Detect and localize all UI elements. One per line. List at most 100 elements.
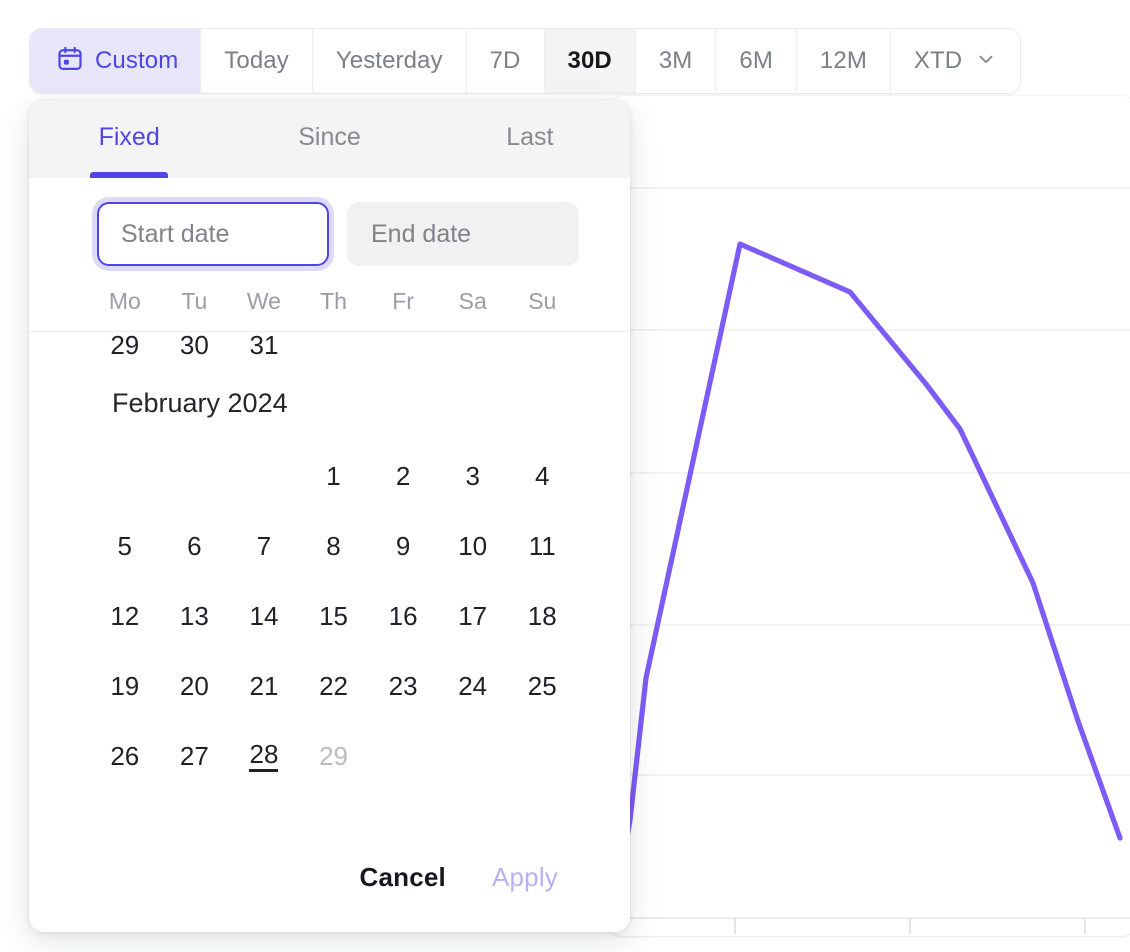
range-button-6m[interactable]: 6M (716, 29, 797, 93)
range-button-12m[interactable]: 12M (796, 29, 891, 93)
tab-label: Since (298, 123, 361, 151)
day-number: 7 (256, 531, 272, 561)
day-cell[interactable]: 19 (90, 651, 160, 721)
day-cell[interactable]: 31 (229, 332, 299, 358)
day-number: 2 (395, 461, 411, 491)
range-button-label: 12M (819, 47, 867, 74)
day-number: 27 (179, 741, 209, 771)
week-row: 19 20 21 22 23 24 25 (90, 651, 577, 721)
day-cell-empty (90, 441, 160, 511)
day-cell[interactable]: 11 (507, 511, 577, 581)
tab-fixed[interactable]: Fixed (29, 100, 229, 178)
day-cell[interactable]: 6 (160, 511, 230, 581)
range-button-label: XTD (913, 47, 963, 74)
cancel-button[interactable]: Cancel (357, 856, 447, 899)
calendar-scroll-area[interactable]: 29 30 31 February 2024 (29, 332, 630, 836)
chart-x-ticks (734, 918, 1086, 934)
range-button-yesterday[interactable]: Yesterday (312, 29, 467, 93)
range-button-3m[interactable]: 3M (635, 29, 717, 93)
range-button-30d[interactable]: 30D (544, 29, 636, 93)
day-number: 4 (535, 461, 550, 491)
day-cell-today[interactable]: 28 (229, 721, 299, 791)
month-title: February 2024 (112, 388, 288, 418)
day-cell[interactable]: 9 (368, 511, 438, 581)
day-cell[interactable]: 22 (299, 651, 369, 721)
start-date-input[interactable]: Start date (97, 202, 329, 266)
range-button-xtd[interactable]: XTD (890, 29, 1021, 93)
day-cell[interactable]: 12 (90, 581, 160, 651)
day-cell[interactable]: 7 (229, 511, 299, 581)
apply-button[interactable]: Apply (490, 856, 560, 899)
range-button-today[interactable]: Today (201, 29, 313, 93)
range-button-7d[interactable]: 7D (466, 29, 545, 93)
day-cell[interactable]: 1 (299, 441, 369, 511)
day-number: 8 (326, 531, 341, 561)
tab-last[interactable]: Last (430, 100, 630, 178)
day-number: 20 (179, 671, 209, 701)
date-picker-panel: Fixed Since Last Start date End date Mo … (29, 100, 630, 932)
end-date-placeholder: End date (371, 219, 472, 248)
day-number: 5 (117, 531, 133, 561)
day-cell-empty (299, 332, 369, 358)
day-cell[interactable]: 17 (438, 581, 508, 651)
day-cell[interactable]: 15 (299, 581, 369, 651)
day-cell[interactable]: 20 (160, 651, 230, 721)
day-cell[interactable]: 26 (90, 721, 160, 791)
day-number: 31 (249, 332, 279, 358)
day-number: 16 (388, 601, 418, 631)
day-cell[interactable]: 10 (438, 511, 508, 581)
chevron-down-icon (975, 48, 997, 75)
picker-tabs: Fixed Since Last (29, 100, 630, 178)
day-cell[interactable]: 24 (438, 651, 508, 721)
weekday-we: We (246, 288, 281, 314)
day-cell[interactable]: 4 (507, 441, 577, 511)
weekday-th: Th (320, 288, 347, 314)
day-cell[interactable]: 14 (229, 581, 299, 651)
day-number: 3 (465, 461, 480, 491)
weekday-sa: Sa (458, 288, 487, 314)
range-button-label: 7D (489, 47, 521, 74)
day-number: 26 (110, 741, 140, 771)
tab-since[interactable]: Since (229, 100, 429, 178)
weekday-mo: Mo (108, 288, 141, 314)
week-row: 1 2 3 4 (90, 441, 577, 511)
day-cell-empty (368, 721, 438, 791)
end-date-input[interactable]: End date (347, 202, 579, 266)
day-cell[interactable]: 13 (160, 581, 230, 651)
date-inputs-row: Start date End date (29, 178, 630, 288)
day-cell-empty (438, 332, 508, 358)
start-date-placeholder: Start date (121, 219, 230, 248)
day-cell[interactable]: 23 (368, 651, 438, 721)
day-number: 25 (527, 671, 557, 701)
range-button-label: Yesterday (335, 47, 443, 74)
day-cell[interactable]: 18 (507, 581, 577, 651)
day-cell[interactable]: 3 (438, 441, 508, 511)
day-cell-empty (507, 721, 577, 791)
day-cell[interactable]: 30 (160, 332, 230, 358)
day-number: 19 (110, 671, 140, 701)
day-number: 24 (458, 671, 488, 701)
range-button-label: 30D (567, 47, 612, 74)
day-cell[interactable]: 21 (229, 651, 299, 721)
date-range-toolbar: Custom Today Yesterday 7D 30D 3M 6M 12M … (29, 28, 1022, 94)
day-cell[interactable]: 8 (299, 511, 369, 581)
week-row: 26 27 28 29 (90, 721, 577, 791)
range-button-custom[interactable]: Custom (30, 29, 202, 93)
day-number: 18 (527, 601, 557, 631)
range-button-label: 3M (658, 47, 693, 74)
day-number: 1 (326, 461, 341, 491)
day-cell[interactable]: 29 (90, 332, 160, 358)
weekday-header: Mo Tu We Th Fr Sa Su (29, 288, 630, 332)
week-row: 5 6 7 8 9 10 11 (90, 511, 577, 581)
day-number: 28 (249, 741, 279, 772)
day-cell[interactable]: 25 (507, 651, 577, 721)
day-number: 12 (110, 601, 140, 631)
day-cell-empty (368, 332, 438, 358)
day-cell-disabled: 29 (299, 721, 369, 791)
day-cell[interactable]: 5 (90, 511, 160, 581)
day-number: 10 (458, 531, 488, 561)
range-button-label: Today (224, 47, 289, 74)
day-cell[interactable]: 2 (368, 441, 438, 511)
day-cell[interactable]: 16 (368, 581, 438, 651)
day-cell[interactable]: 27 (160, 721, 230, 791)
